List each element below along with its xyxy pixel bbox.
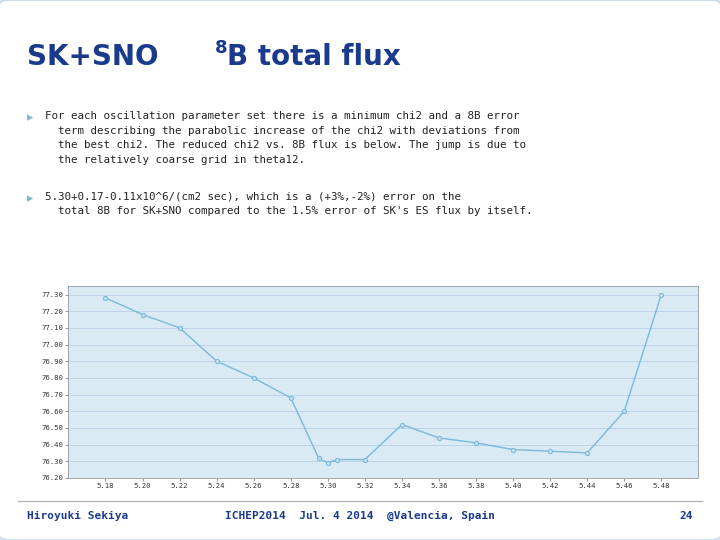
Text: 24: 24 bbox=[679, 511, 693, 521]
Text: ▸: ▸ bbox=[27, 111, 34, 124]
Text: ▸: ▸ bbox=[27, 192, 34, 205]
Text: B total flux: B total flux bbox=[227, 43, 400, 71]
Text: For each oscillation parameter set there is a minimum chi2 and a 8B error
  term: For each oscillation parameter set there… bbox=[45, 111, 526, 165]
FancyBboxPatch shape bbox=[0, 0, 720, 540]
Text: SK+SNO: SK+SNO bbox=[27, 43, 168, 71]
Text: 5.30+0.17-0.11x10^6/(cm2 sec), which is a (+3%,-2%) error on the
  total 8B for : 5.30+0.17-0.11x10^6/(cm2 sec), which is … bbox=[45, 192, 532, 217]
Text: ICHEP2014  Jul. 4 2014  @Valencia, Spain: ICHEP2014 Jul. 4 2014 @Valencia, Spain bbox=[225, 511, 495, 521]
Text: Hiroyuki Sekiya: Hiroyuki Sekiya bbox=[27, 511, 129, 521]
Text: 8: 8 bbox=[215, 38, 228, 57]
